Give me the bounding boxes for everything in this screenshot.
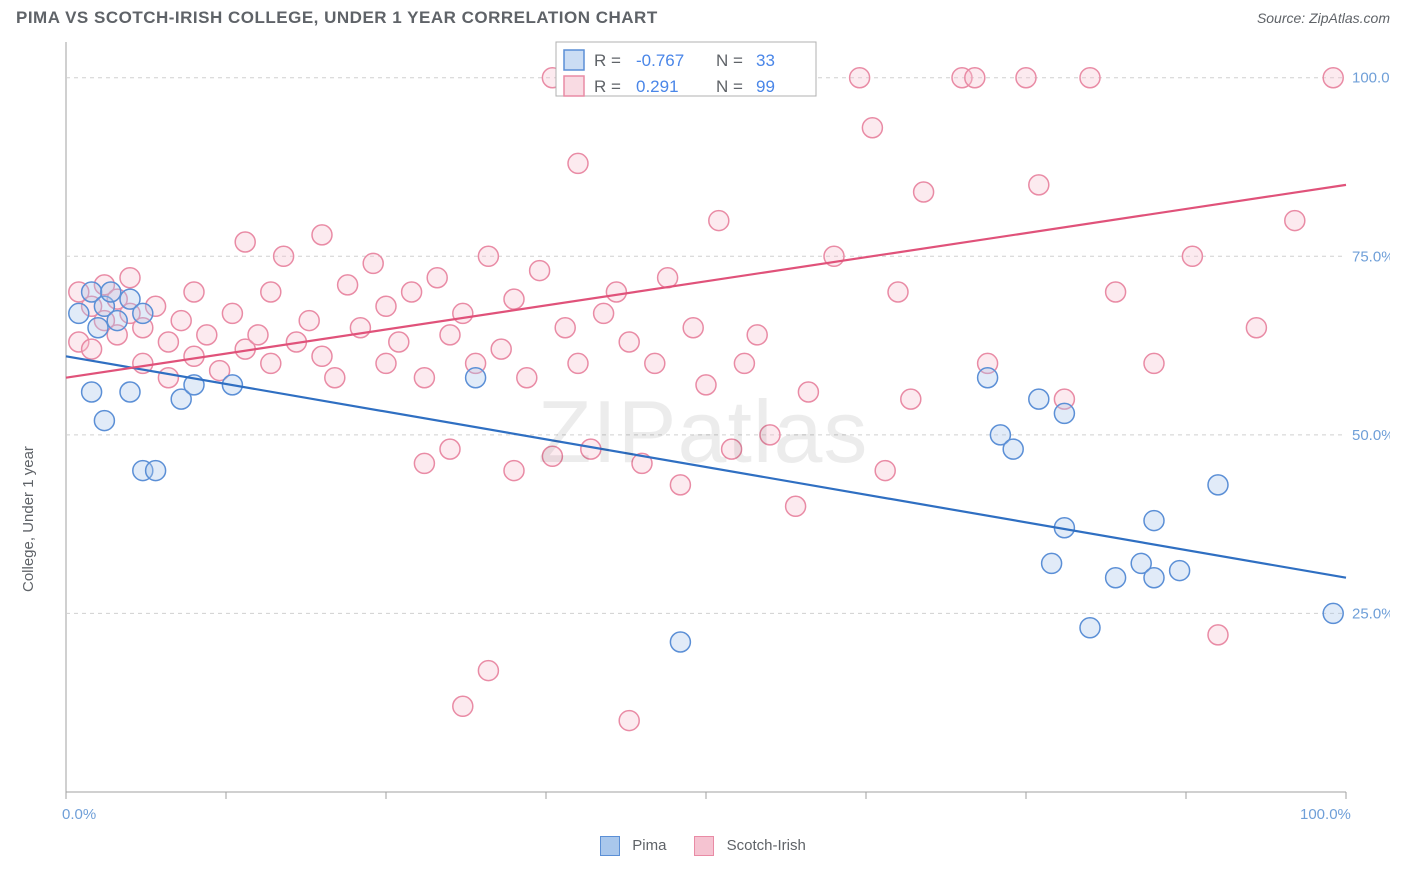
source-attribution: Source: ZipAtlas.com bbox=[1257, 10, 1390, 26]
legend-swatch-pima bbox=[600, 836, 620, 856]
y-axis-label: College, Under 1 year bbox=[20, 446, 37, 592]
legend-label-pima: Pima bbox=[632, 837, 666, 854]
svg-text:100.0%: 100.0% bbox=[1352, 70, 1390, 87]
chart-title: PIMA VS SCOTCH-IRISH COLLEGE, UNDER 1 YE… bbox=[16, 8, 658, 28]
svg-text:25.0%: 25.0% bbox=[1352, 605, 1390, 622]
svg-text:75.0%: 75.0% bbox=[1352, 248, 1390, 265]
legend-label-scotch-irish: Scotch-Irish bbox=[727, 837, 806, 854]
scatter-chart: 25.0% 50.0% 75.0% 100.0% R = -0.767 N = 33 R = 0.… bbox=[16, 32, 1390, 832]
svg-text:R =: R = bbox=[594, 51, 621, 70]
legend: Pima Scotch-Irish bbox=[0, 836, 1406, 856]
x-axis-max-label: 100.0% bbox=[1300, 806, 1351, 823]
svg-text:99: 99 bbox=[756, 77, 775, 96]
svg-text:N =: N = bbox=[716, 77, 743, 96]
svg-text:R =: R = bbox=[594, 77, 621, 96]
svg-text:N =: N = bbox=[716, 51, 743, 70]
svg-text:-0.767: -0.767 bbox=[636, 51, 684, 70]
legend-item-scotch-irish: Scotch-Irish bbox=[694, 836, 805, 856]
chart-container: College, Under 1 year 25.0% 50.0% 75.0% 100… bbox=[16, 32, 1390, 832]
legend-item-pima: Pima bbox=[600, 836, 666, 856]
svg-text:0.291: 0.291 bbox=[636, 77, 679, 96]
svg-text:50.0%: 50.0% bbox=[1352, 427, 1390, 444]
legend-swatch-scotch-irish bbox=[694, 836, 714, 856]
x-axis-min-label: 0.0% bbox=[62, 806, 96, 823]
svg-text:33: 33 bbox=[756, 51, 775, 70]
